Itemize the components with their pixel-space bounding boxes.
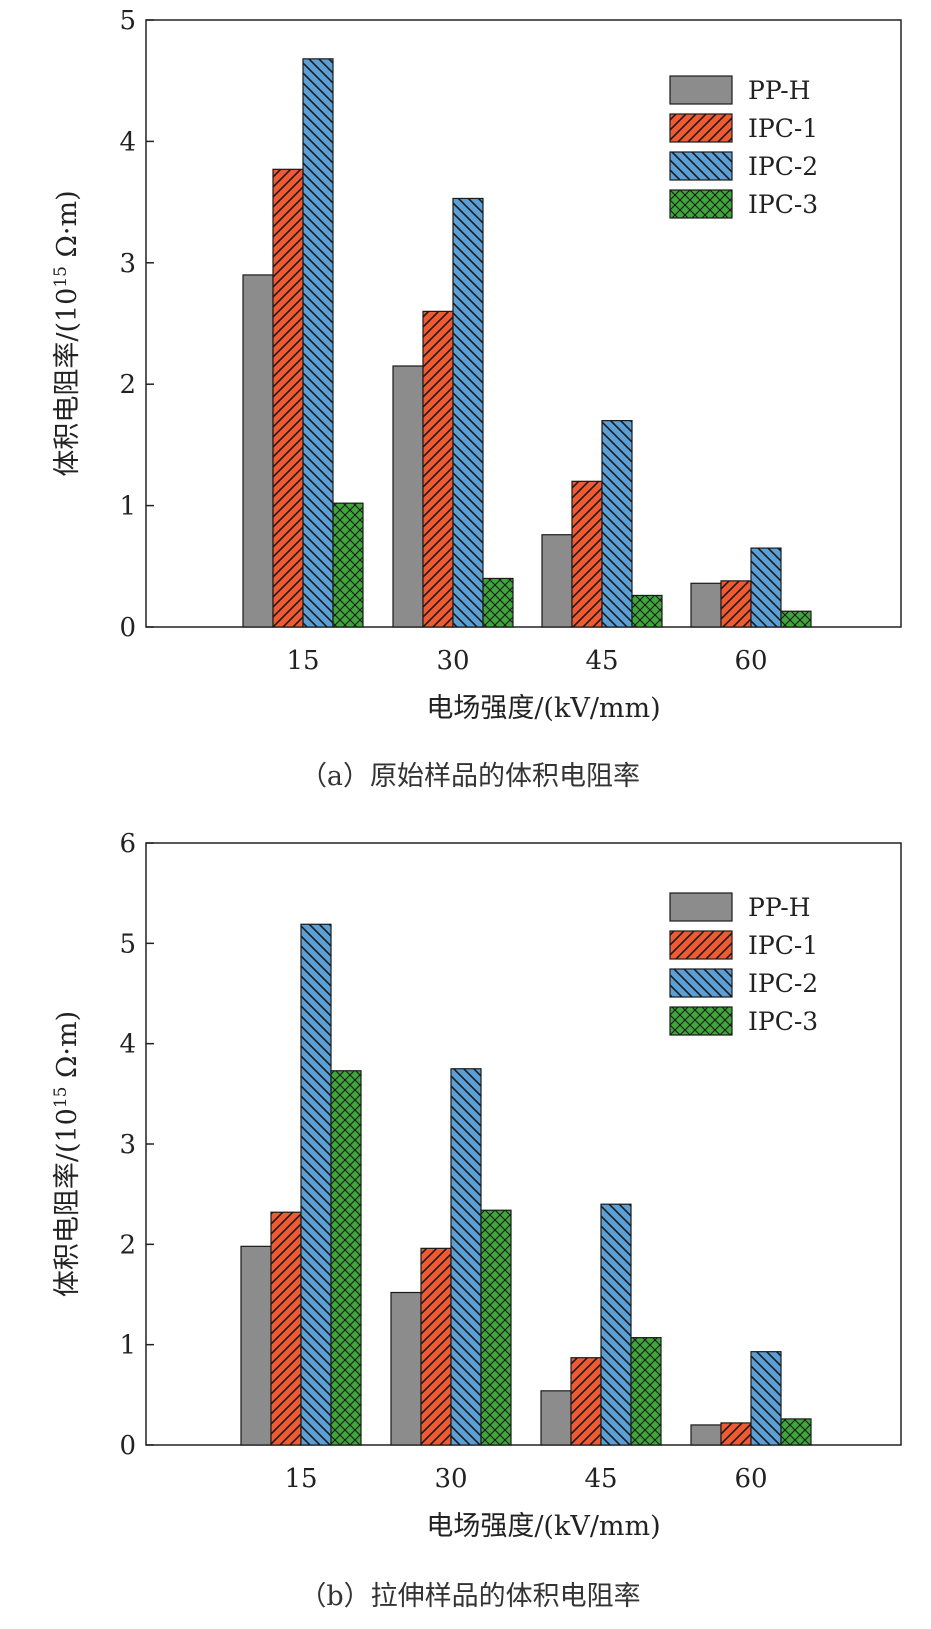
chart-a-bar-ipc-3-15 [332, 502, 364, 628]
chart-a-ylabel-sup: 15 [51, 266, 71, 288]
chart-a-legend-swatch-ipc-1 [669, 113, 733, 143]
chart-a-legend: PP-H IPC-1 IPC-2 IPC-3 [669, 75, 818, 219]
chart-a-bar-pp-h-60 [690, 582, 722, 628]
chart-a-bar-pp-h-15 [242, 274, 274, 628]
chart-a-frame [145, 19, 902, 628]
chart-b-bar-ipc-1-60 [720, 1422, 752, 1446]
chart-b-bar-pp-h-60 [690, 1424, 722, 1446]
chart-a-bar-ipc-2-15 [302, 58, 334, 628]
chart-a-legend-label-ipc-3: IPC-3 [748, 190, 818, 219]
chart-b-ytick-label: 5 [119, 929, 136, 959]
chart-b-legend-label-ipc-3: IPC-3 [748, 1007, 818, 1036]
chart-a-bar-ipc-3-30 [482, 577, 514, 628]
chart-b-legend-swatch-ipc-2 [669, 968, 733, 998]
chart-a-bar-pp-h-45 [541, 534, 573, 628]
chart-a-legend-swatch-ipc-2 [669, 151, 733, 181]
chart-b-legend-swatch-pp-h [669, 892, 733, 922]
chart-a-ylabel: 体积电阻率/(1015 Ω·m) [51, 190, 83, 476]
chart-a-xlabel: 电场强度/(kV/mm) [426, 693, 660, 724]
chart-b-legend-label-pp-h: PP-H [748, 893, 811, 922]
chart-a-bar-ipc-2-45 [601, 420, 633, 628]
chart-b-bar-pp-h-30 [390, 1291, 422, 1446]
chart-b-ytick-label: 0 [119, 1431, 136, 1461]
chart-a-xtick-label: 30 [436, 646, 469, 676]
figure-b: 0 1 2 3 4 5 6 15 30 45 60 PP-H IPC-1 IPC-2 IPC-3 电场强度… [0, 815, 931, 1615]
chart-a-ytick-label: 0 [119, 613, 136, 643]
chart-b-ylabel-main: 体积电阻率/(10 [52, 1108, 83, 1297]
chart-b-bar-ipc-1-15 [270, 1211, 302, 1446]
chart-a-xtick-label: 15 [286, 646, 319, 676]
chart-b-caption: （b）拉伸样品的体积电阻率 [299, 1581, 640, 1612]
chart-a-ytick-label: 5 [119, 6, 136, 36]
chart-a-xtick-label: 60 [734, 646, 767, 676]
chart-b-xtick-label: 15 [284, 1464, 317, 1494]
chart-a-legend-label-pp-h: PP-H [748, 76, 811, 105]
chart-b-legend: PP-H IPC-1 IPC-2 IPC-3 [669, 892, 818, 1036]
chart-b-ylabel: 体积电阻率/(1015 Ω·m) [51, 1011, 83, 1297]
chart-a-plot [145, 19, 902, 628]
chart-a-bar-ipc-1-15 [272, 168, 304, 628]
chart-a-bar-ipc-3-45 [631, 594, 663, 628]
chart-b-legend-swatch-ipc-3 [669, 1006, 733, 1036]
chart-a-caption: （a）原始样品的体积电阻率 [300, 761, 640, 792]
chart-b-bar-ipc-3-45 [630, 1337, 662, 1446]
chart-a-bar-ipc-2-60 [750, 547, 782, 628]
chart-b-bar-ipc-1-45 [570, 1357, 602, 1446]
chart-b-ytick-label: 2 [119, 1230, 136, 1260]
chart-a-bar-ipc-1-45 [571, 480, 603, 628]
chart-a-ytick-label: 1 [119, 492, 136, 522]
chart-b-bar-ipc-2-15 [300, 923, 332, 1446]
chart-b-legend-label-ipc-2: IPC-2 [748, 969, 818, 998]
chart-b-bar-ipc-2-30 [450, 1068, 482, 1446]
chart-b-legend-swatch-ipc-1 [669, 930, 733, 960]
chart-b-bar-ipc-2-60 [750, 1351, 782, 1446]
chart-b-bar-ipc-3-15 [330, 1070, 362, 1446]
chart-a-xtick-label: 45 [585, 646, 618, 676]
chart-a-bar-pp-h-30 [392, 365, 424, 628]
chart-b-bar-ipc-3-60 [780, 1418, 812, 1446]
chart-b-ytick-label: 1 [119, 1331, 136, 1361]
chart-a-bar-ipc-1-60 [720, 580, 752, 628]
chart-a-legend-swatch-ipc-3 [669, 189, 733, 219]
chart-b-bar-ipc-1-30 [420, 1247, 452, 1446]
chart-b-legend-label-ipc-1: IPC-1 [748, 931, 818, 960]
chart-a-ytick-label: 3 [119, 249, 136, 279]
chart-b-ylabel-tail: Ω·m) [52, 1011, 83, 1087]
figure-a: 0 1 2 3 4 5 15 30 45 60 PP-H IPC-1 IPC-2 IPC-3 电场强度/… [0, 0, 931, 800]
chart-a-bar-ipc-3-60 [780, 610, 812, 628]
chart-b-ytick-label: 6 [119, 829, 136, 859]
chart-b-bar-pp-h-45 [540, 1390, 572, 1446]
chart-b-ylabel-sup: 15 [51, 1087, 71, 1109]
chart-b-xtick-label: 60 [734, 1464, 767, 1494]
chart-b-bar-ipc-3-30 [480, 1209, 512, 1446]
chart-b-bars [240, 923, 812, 1446]
chart-b-xlabel: 电场强度/(kV/mm) [426, 1511, 660, 1542]
chart-b-xtick-label: 30 [434, 1464, 467, 1494]
chart-a-legend-swatch-pp-h [669, 75, 733, 105]
chart-a-ytick-label: 2 [119, 370, 136, 400]
chart-b-bar-pp-h-15 [240, 1245, 272, 1446]
chart-b-ytick-label: 4 [119, 1030, 136, 1060]
chart-b-xtick-label: 45 [584, 1464, 617, 1494]
chart-b-bar-ipc-2-45 [600, 1203, 632, 1446]
chart-b-ytick-label: 3 [119, 1130, 136, 1160]
chart-a-ytick-label: 4 [119, 127, 136, 157]
chart-a-bars [242, 58, 812, 628]
chart-a-legend-label-ipc-2: IPC-2 [748, 152, 818, 181]
chart-a-bar-ipc-1-30 [422, 310, 454, 628]
chart-a-legend-label-ipc-1: IPC-1 [748, 114, 818, 143]
chart-a-bar-ipc-2-30 [452, 197, 484, 628]
chart-a-ylabel-tail: Ω·m) [52, 190, 83, 266]
chart-a-ylabel-main: 体积电阻率/(10 [52, 288, 83, 477]
